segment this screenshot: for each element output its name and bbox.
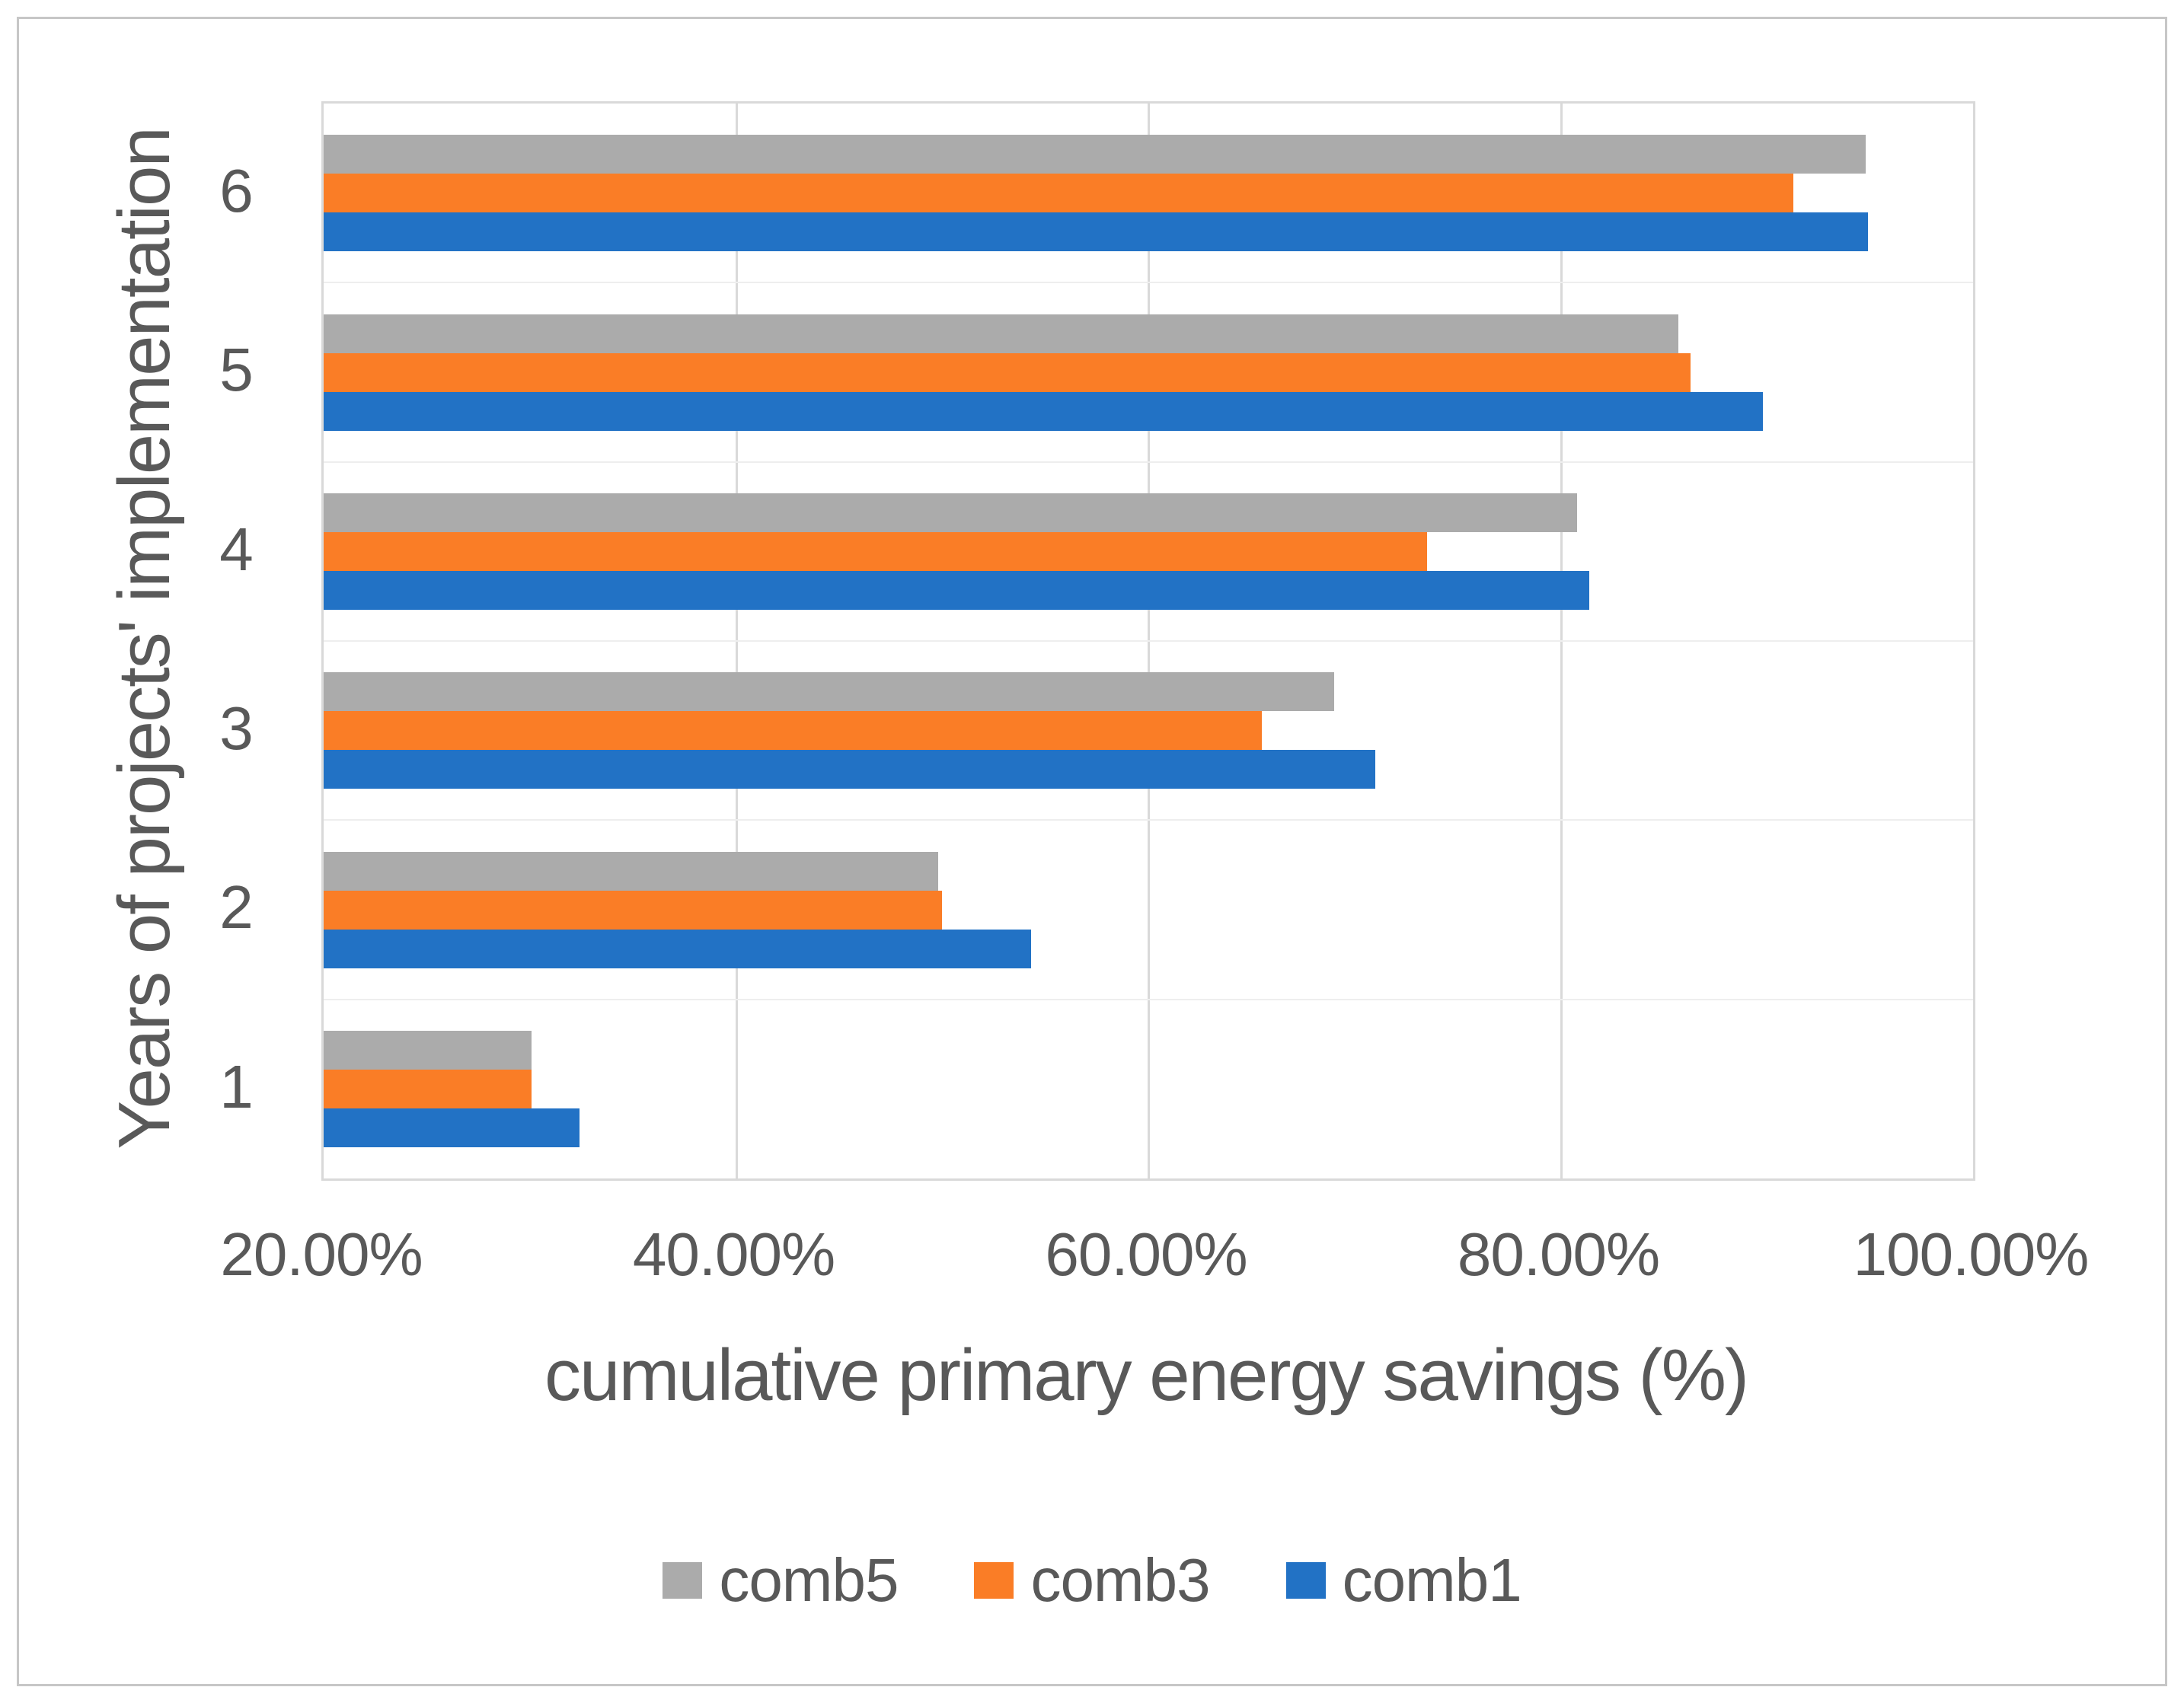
legend-swatch-comb5 — [663, 1562, 703, 1599]
y-tick-label-4: 4 — [219, 515, 254, 583]
band-gridline-2 — [324, 461, 1973, 463]
y-tick-label-1: 1 — [219, 1052, 254, 1121]
legend-swatch-comb3 — [974, 1562, 1014, 1599]
legend-item-comb3: comb3 — [974, 1545, 1211, 1615]
x-tick-label-40: 40.00% — [632, 1220, 835, 1288]
legend-item-comb5: comb5 — [663, 1545, 899, 1615]
legend-swatch-comb1 — [1285, 1562, 1326, 1599]
x-tick-label-100: 100.00% — [1853, 1220, 2090, 1288]
band-gridline-5 — [324, 998, 1973, 1000]
bar-comb3-year-1 — [324, 1069, 532, 1108]
bar-comb3-year-2 — [324, 890, 943, 930]
bar-comb5-year-1 — [324, 1030, 532, 1070]
legend: comb5 comb3 comb1 — [0, 1545, 2184, 1615]
bar-comb5-year-5 — [324, 314, 1678, 353]
bar-comb3-year-6 — [324, 174, 1794, 213]
bar-comb5-year-3 — [324, 672, 1334, 712]
bar-comb3-year-5 — [324, 352, 1691, 392]
band-gridline-3 — [324, 640, 1973, 642]
bar-comb3-year-3 — [324, 711, 1262, 751]
bar-comb3-year-4 — [324, 531, 1427, 571]
bar-comb1-year-1 — [324, 1108, 580, 1147]
y-tick-label-2: 2 — [219, 873, 254, 942]
bar-comb5-year-4 — [324, 493, 1578, 532]
bar-comb1-year-2 — [324, 929, 1031, 968]
x-tick-label-20: 20.00% — [220, 1220, 423, 1288]
bar-comb5-year-2 — [324, 851, 938, 891]
legend-label-comb3: comb3 — [1030, 1546, 1210, 1614]
band-gridline-4 — [324, 819, 1973, 821]
y-tick-label-5: 5 — [219, 336, 254, 404]
y-tick-label-3: 3 — [219, 694, 254, 762]
bar-comb1-year-5 — [324, 391, 1763, 431]
x-axis-title: cumulative primary energy savings (%) — [544, 1335, 1749, 1416]
y-tick-label-6: 6 — [219, 157, 254, 225]
legend-item-comb1: comb1 — [1285, 1545, 1522, 1615]
bar-comb1-year-6 — [324, 212, 1868, 252]
x-tick-label-80: 80.00% — [1457, 1220, 1660, 1288]
bar-comb1-year-4 — [324, 570, 1590, 610]
plot-area — [321, 101, 1975, 1181]
y-axis-title: Years of projects' implementation — [104, 128, 185, 1150]
bar-comb5-year-6 — [324, 135, 1866, 174]
x-tick-label-60: 60.00% — [1045, 1220, 1247, 1288]
legend-label-comb5: comb5 — [719, 1546, 899, 1614]
bar-comb1-year-3 — [324, 750, 1375, 789]
legend-label-comb1: comb1 — [1342, 1546, 1522, 1614]
band-gridline-1 — [324, 282, 1973, 284]
